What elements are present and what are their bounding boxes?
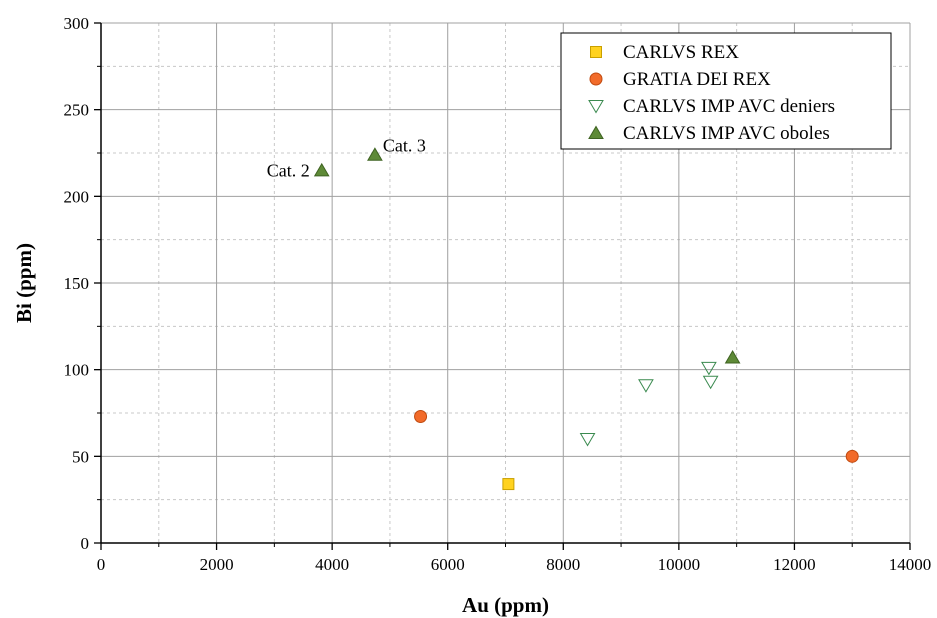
data-point-series-3 (701, 361, 717, 376)
data-point-series-1 (502, 478, 515, 491)
x-tick-label: 6000 (431, 555, 465, 574)
data-point-series-2 (845, 449, 859, 463)
legend-label: CARLVS IMP AVC oboles (623, 123, 830, 144)
y-tick-label: 50 (72, 447, 89, 466)
legend-label: GRATIA DEI REX (623, 69, 771, 90)
data-point-series-2 (414, 409, 428, 423)
y-tick-label: 300 (64, 14, 90, 33)
data-point-series-4 (367, 147, 383, 161)
y-tick-label: 200 (64, 187, 90, 206)
data-point-series-3 (638, 379, 654, 393)
legend-marker (589, 72, 603, 86)
annotation-label: Cat. 2 (267, 160, 310, 180)
annotation-label: Cat. 3 (383, 136, 426, 156)
legend-marker (590, 46, 602, 58)
data-point-series-3 (579, 433, 596, 447)
x-tick-label: 0 (97, 555, 106, 574)
x-tick-label: 2000 (200, 555, 234, 574)
axes: 0 2000 4000 6000 8000 10000 12000 14000 0 50 100 15… (64, 14, 932, 574)
data-point-series-4 (313, 162, 330, 177)
x-tick-label: 10000 (658, 555, 701, 574)
legend-box (560, 32, 892, 150)
data-point-series-4 (724, 350, 741, 364)
y-tick-label: 150 (64, 274, 90, 293)
y-tick-label: 250 (64, 101, 90, 120)
y-tick-label: 0 (81, 534, 90, 553)
x-axis-title: Au (ppm) (462, 593, 549, 617)
x-tick-label: 4000 (315, 555, 349, 574)
y-tick-label: 100 (64, 361, 90, 380)
x-tick-label: 8000 (546, 555, 580, 574)
annotations: Cat. 2 Cat. 3 (267, 136, 426, 181)
legend: CARLVS REX GRATIA DEI REX CARLVS IMP AVC d… (560, 32, 892, 150)
data-points (313, 147, 859, 491)
legend-label: CARLVS REX (623, 42, 739, 63)
legend-marker (588, 125, 604, 139)
legend-marker (588, 100, 604, 114)
y-axis-title: Bi (ppm) (12, 243, 36, 323)
x-tick-label: 12000 (773, 555, 816, 574)
legend-label: CARLVS IMP AVC deniers (623, 96, 835, 117)
x-tick-label: 14000 (889, 555, 932, 574)
data-point-series-3 (702, 375, 719, 390)
